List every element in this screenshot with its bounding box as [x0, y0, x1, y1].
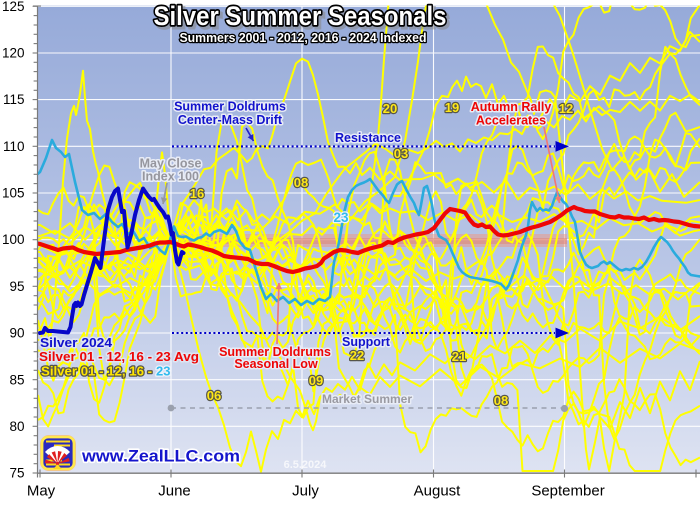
svg-text:6.5.2024: 6.5.2024	[284, 459, 328, 471]
svg-text:Accelerates: Accelerates	[476, 114, 546, 128]
svg-text:23: 23	[156, 364, 170, 379]
svg-text:June: June	[158, 483, 191, 500]
svg-text:Silver 01 - 12, 16 -: Silver 01 - 12, 16 -	[41, 364, 152, 379]
svg-text:Center-Mass Drift: Center-Mass Drift	[178, 113, 283, 127]
svg-text:August: August	[414, 483, 462, 500]
svg-text:125: 125	[2, 0, 25, 14]
svg-text:May Close: May Close	[140, 157, 202, 171]
svg-text:Summers 2001 - 2012, 2016 - 20: Summers 2001 - 2012, 2016 - 2024 Indexed	[180, 31, 427, 45]
svg-text:85: 85	[9, 372, 24, 387]
svg-text:80: 80	[9, 419, 24, 434]
svg-text:22: 22	[350, 348, 364, 363]
svg-text:Seasonal Low: Seasonal Low	[234, 357, 318, 371]
svg-text:Support: Support	[342, 335, 391, 349]
svg-text:90: 90	[9, 326, 24, 341]
svg-text:95: 95	[9, 279, 24, 294]
svg-text:www.ZealLLC.com: www.ZealLLC.com	[81, 447, 240, 466]
svg-text:120: 120	[2, 46, 25, 61]
svg-text:12: 12	[559, 101, 573, 116]
svg-text:Silver 01 - 12, 16 - 23 Avg: Silver 01 - 12, 16 - 23 Avg	[39, 349, 199, 364]
svg-text:21: 21	[452, 349, 466, 364]
svg-text:08: 08	[494, 393, 508, 408]
svg-text:105: 105	[2, 186, 25, 201]
svg-text:September: September	[531, 483, 604, 500]
svg-text:100: 100	[2, 232, 25, 247]
svg-text:Summer Doldrums: Summer Doldrums	[174, 100, 286, 114]
svg-text:08: 08	[294, 175, 308, 190]
svg-text:75: 75	[9, 466, 24, 481]
svg-text:09: 09	[309, 373, 323, 388]
svg-text:Silver Summer Seasonals: Silver Summer Seasonals	[154, 1, 447, 31]
svg-text:03: 03	[394, 146, 408, 161]
svg-text:Market Summer: Market Summer	[322, 392, 412, 406]
svg-text:06: 06	[207, 388, 221, 403]
svg-text:110: 110	[3, 139, 25, 154]
svg-text:May: May	[27, 483, 56, 500]
svg-text:Autumn Rally: Autumn Rally	[471, 100, 552, 114]
svg-text:Resistance: Resistance	[335, 131, 401, 145]
svg-text:Silver 2024: Silver 2024	[40, 335, 113, 350]
svg-text:19: 19	[445, 100, 459, 115]
svg-text:July: July	[292, 483, 319, 500]
svg-text:23: 23	[333, 210, 349, 225]
svg-text:115: 115	[3, 92, 25, 107]
svg-text:16: 16	[190, 186, 204, 201]
svg-text:20: 20	[383, 101, 397, 116]
svg-text:Index 100: Index 100	[142, 170, 199, 184]
